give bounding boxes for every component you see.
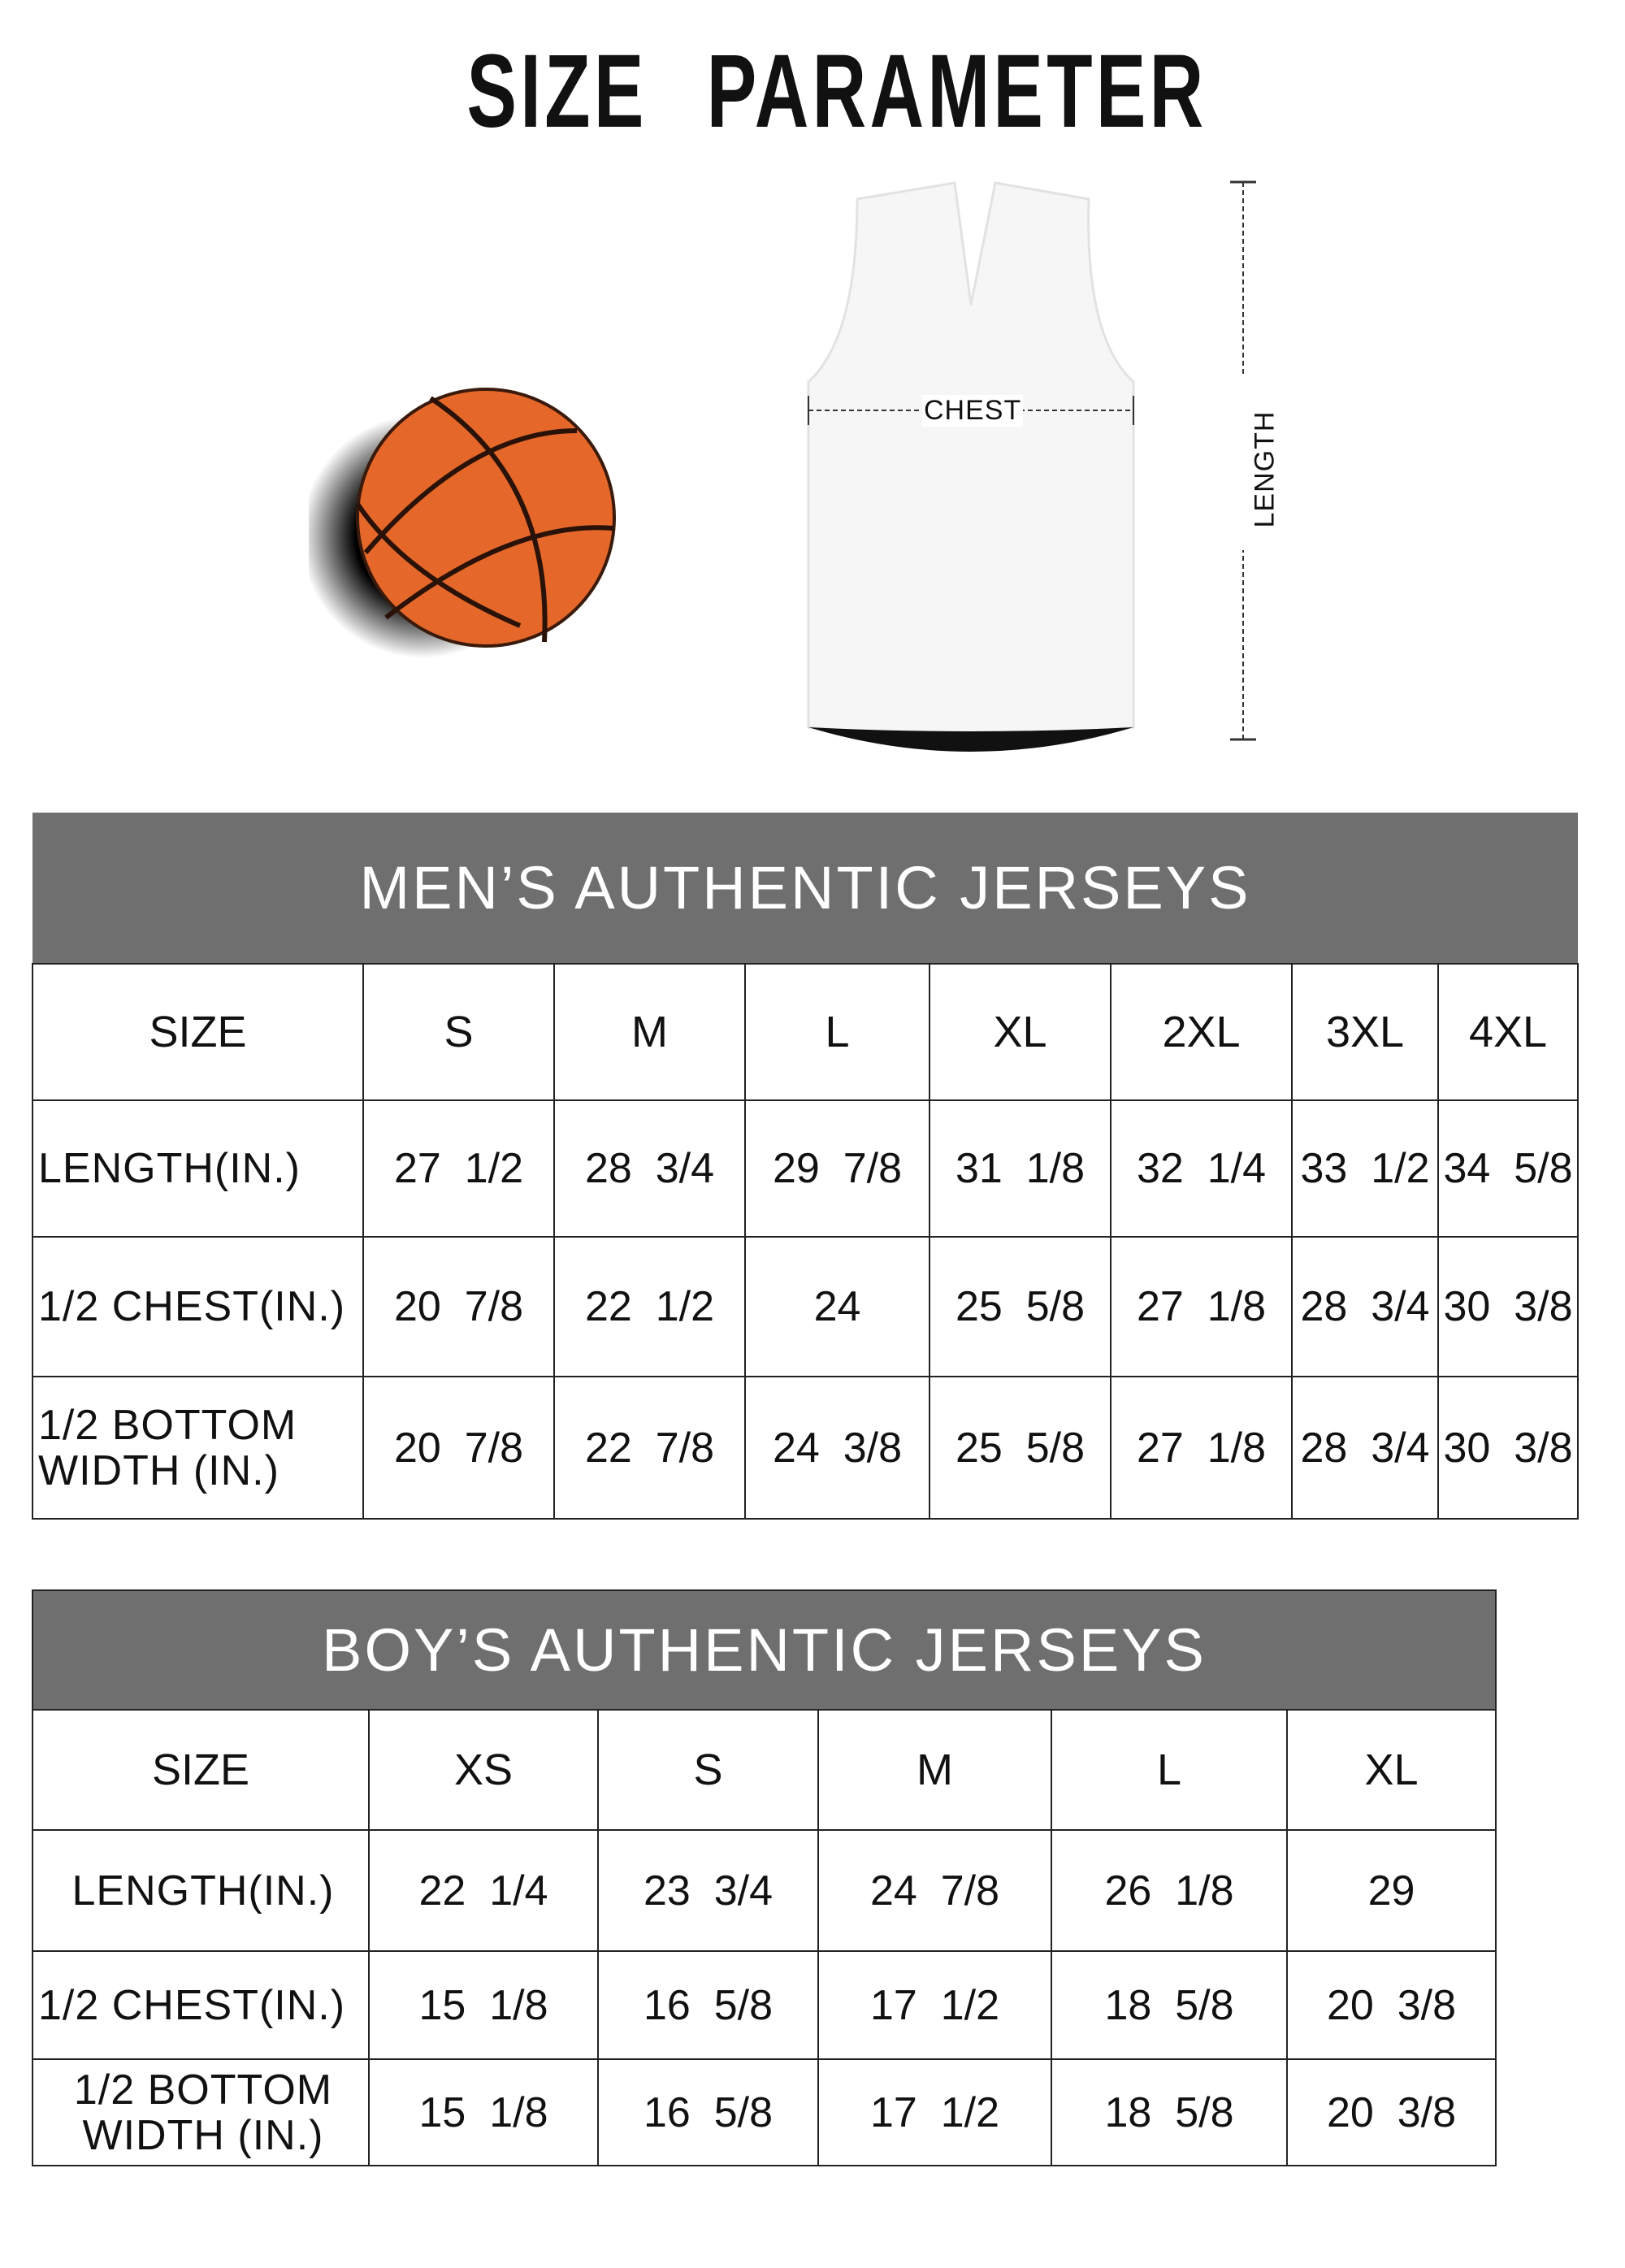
value-cell: 24 7/8 (817, 1829, 1052, 1952)
size-cell: XS (368, 1709, 599, 1831)
size-cell: XL (929, 963, 1112, 1101)
table-row: 1/2 CHEST(IN.) 15 1/8 16 5/8 17 1/2 18 5… (32, 1950, 1497, 2060)
value-cell: 18 5/8 (1051, 2058, 1288, 2166)
value-cell: 28 3/4 (553, 1099, 746, 1238)
size-cell: L (1051, 1709, 1288, 1831)
value-cell: 30 3/8 (1437, 1376, 1579, 1520)
value-cell: 29 7/8 (744, 1099, 930, 1238)
row-label: 1/2 BOTTOM WIDTH (IN.) (32, 1376, 364, 1520)
value-cell: 26 1/8 (1051, 1829, 1288, 1952)
size-cell: 3XL (1291, 963, 1439, 1101)
row-label: LENGTH(IN.) (32, 1829, 370, 1952)
value-cell: 29 (1286, 1829, 1497, 1952)
value-cell: 20 3/8 (1286, 2058, 1497, 2166)
value-cell: 18 5/8 (1051, 1950, 1288, 2060)
size-cell: L (744, 963, 930, 1101)
value-cell: 27 1/2 (362, 1099, 555, 1238)
value-cell: 15 1/8 (368, 2058, 599, 2166)
size-header: SIZE (32, 963, 364, 1101)
table-row: 1/2 BOTTOM WIDTH (IN.) 15 1/8 16 5/8 17 … (32, 2058, 1497, 2166)
value-cell: 32 1/4 (1110, 1099, 1293, 1238)
mens-table-title: MEN’S AUTHENTIC JERSEYS (32, 813, 1578, 964)
size-cell: S (362, 963, 555, 1101)
size-header: SIZE (32, 1709, 370, 1831)
length-dimension-line (1230, 180, 1256, 741)
value-cell: 28 3/4 (1291, 1376, 1439, 1520)
page-title: SIZE PARAMETER (466, 33, 1207, 150)
size-cell: S (597, 1709, 819, 1831)
value-cell: 22 1/2 (553, 1236, 746, 1377)
value-cell: 25 5/8 (929, 1236, 1112, 1377)
value-cell: 33 1/2 (1291, 1099, 1439, 1238)
value-cell: 24 3/8 (744, 1376, 930, 1520)
value-cell: 27 1/8 (1110, 1236, 1293, 1377)
value-cell: 17 1/2 (817, 1950, 1052, 2060)
value-cell: 17 1/2 (817, 2058, 1052, 2166)
value-cell: 15 1/8 (368, 1950, 599, 2060)
value-cell: 28 3/4 (1291, 1236, 1439, 1377)
table-row: 1/2 CHEST(IN.) 20 7/8 22 1/2 24 25 5/8 2… (32, 1236, 1579, 1377)
value-cell: 22 1/4 (368, 1829, 599, 1952)
value-cell: 34 5/8 (1437, 1099, 1579, 1238)
length-label: LENGTH (1249, 410, 1280, 528)
table-row: LENGTH(IN.) 27 1/2 28 3/4 29 7/8 31 1/8 … (32, 1099, 1579, 1238)
size-cell: XL (1286, 1709, 1497, 1831)
table-row: 1/2 BOTTOM WIDTH (IN.) 20 7/8 22 7/8 24 … (32, 1376, 1579, 1520)
table-row: LENGTH(IN.) 22 1/4 23 3/4 24 7/8 26 1/8 … (32, 1829, 1497, 1952)
row-label: 1/2 CHEST(IN.) (32, 1950, 370, 2060)
value-cell: 20 7/8 (362, 1376, 555, 1520)
value-cell: 23 3/4 (597, 1829, 819, 1952)
mens-size-table: MEN’S AUTHENTIC JERSEYS SIZE S M L XL 2X… (32, 813, 1579, 1520)
size-cell: M (553, 963, 746, 1101)
boys-size-table: BOY’S AUTHENTIC JERSEYS SIZE XS S M L XL… (32, 1589, 1497, 2166)
table-row: SIZE XS S M L XL (32, 1709, 1497, 1831)
value-cell: 16 5/8 (597, 2058, 819, 2166)
jersey-diagram (807, 181, 1135, 752)
size-cell: 2XL (1110, 963, 1293, 1101)
row-label: LENGTH(IN.) (32, 1099, 364, 1238)
row-label: 1/2 CHEST(IN.) (32, 1236, 364, 1377)
row-label: 1/2 BOTTOM WIDTH (IN.) (32, 2058, 370, 2166)
value-cell: 20 7/8 (362, 1236, 555, 1377)
value-cell: 27 1/8 (1110, 1376, 1293, 1520)
chest-label: CHEST (922, 395, 1024, 427)
value-cell: 30 3/8 (1437, 1236, 1579, 1377)
value-cell: 25 5/8 (929, 1376, 1112, 1520)
boys-table-title: BOY’S AUTHENTIC JERSEYS (32, 1589, 1497, 1711)
size-cell: M (817, 1709, 1052, 1831)
size-cell: 4XL (1437, 963, 1579, 1101)
value-cell: 31 1/8 (929, 1099, 1112, 1238)
value-cell: 24 (744, 1236, 930, 1377)
basketball-icon (309, 388, 616, 658)
value-cell: 16 5/8 (597, 1950, 819, 2060)
table-row: SIZE S M L XL 2XL 3XL 4XL (32, 963, 1579, 1101)
value-cell: 22 7/8 (553, 1376, 746, 1520)
value-cell: 20 3/8 (1286, 1950, 1497, 2060)
